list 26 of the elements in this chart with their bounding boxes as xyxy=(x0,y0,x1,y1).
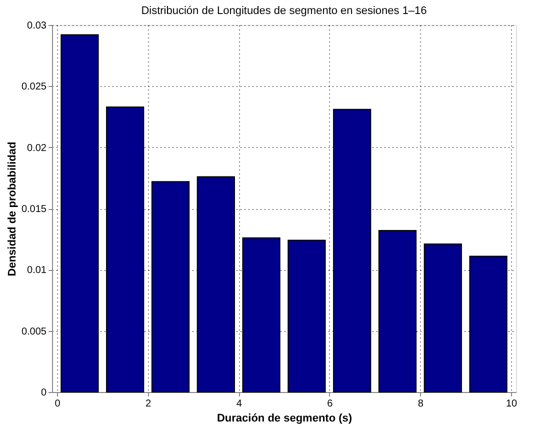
x-tick-label: 4 xyxy=(236,398,242,410)
bar xyxy=(60,34,99,392)
y-tick-label: 0.025 xyxy=(21,82,47,93)
x-tick-label: 8 xyxy=(418,398,424,410)
x-tick-label: 0 xyxy=(54,398,61,410)
y-tick-label: 0.01 xyxy=(27,265,47,276)
x-tick-label: 6 xyxy=(327,398,334,410)
bar xyxy=(333,108,372,392)
y-tick-label: 0.03 xyxy=(27,20,47,32)
bar xyxy=(378,230,417,392)
x-tick-label: 10 xyxy=(506,398,518,410)
x-tick-label: 2 xyxy=(146,398,152,410)
bar xyxy=(288,240,326,392)
y-tick-label: 0.02 xyxy=(27,142,47,154)
bar xyxy=(242,237,280,392)
bar xyxy=(151,181,190,392)
bar xyxy=(106,106,144,392)
x-axis-title: Duración de segmento (s) xyxy=(216,412,352,424)
y-tick-label: 0.005 xyxy=(21,326,47,338)
bar xyxy=(469,256,508,392)
chart-title: Distribución de Longitudes de segmento en sesiones 1–16 xyxy=(141,5,427,17)
y-tick-label: 0.015 xyxy=(21,204,47,215)
y-tick-label: 0 xyxy=(40,388,47,398)
y-axis-title: Densidad de probabilidad xyxy=(6,142,18,276)
bar xyxy=(196,176,235,392)
bar xyxy=(424,243,462,392)
